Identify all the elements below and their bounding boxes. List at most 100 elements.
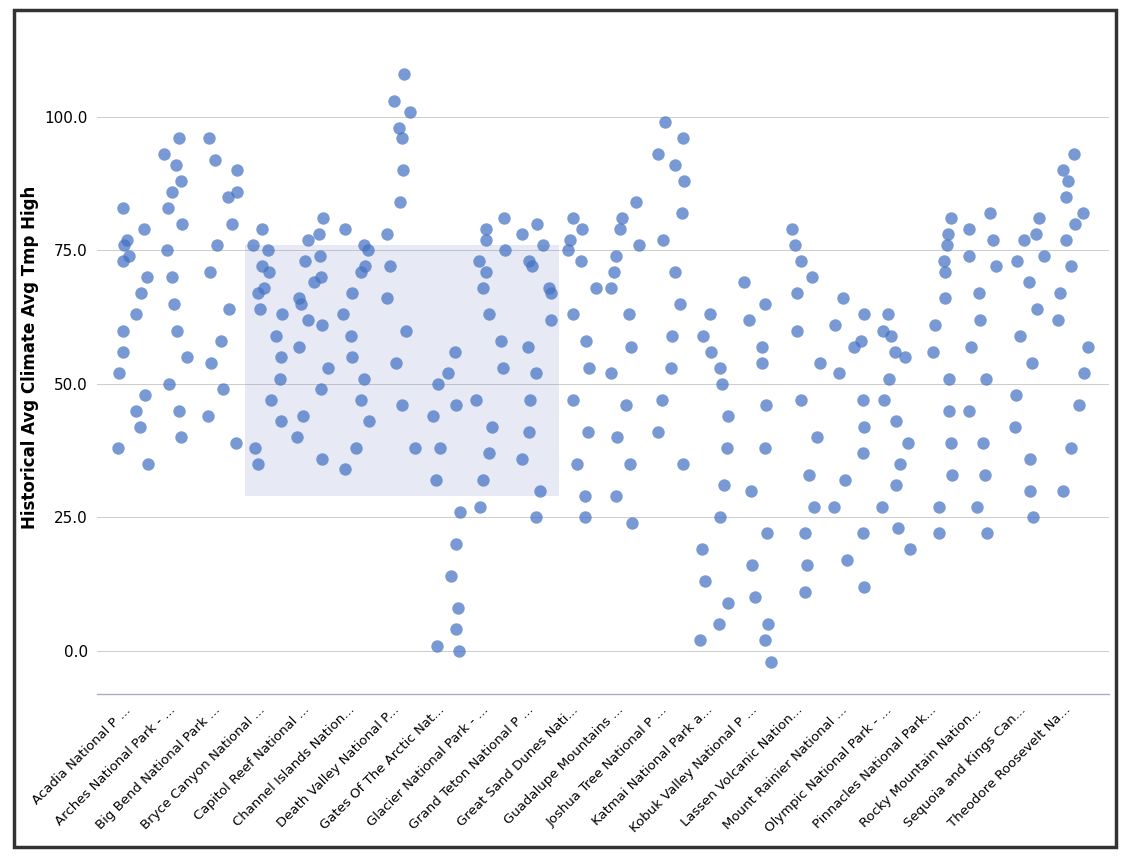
Point — [887, 479, 905, 492]
Point — [312, 270, 330, 284]
Point — [666, 158, 684, 172]
Point — [290, 340, 308, 354]
Point — [521, 425, 539, 439]
Point — [1075, 366, 1093, 380]
Point — [360, 414, 379, 428]
Point — [602, 281, 620, 294]
Point — [838, 553, 857, 567]
Point — [313, 452, 331, 466]
Point — [262, 393, 280, 407]
Point — [984, 233, 1002, 247]
Point — [573, 223, 591, 236]
Point — [228, 185, 246, 199]
Point — [960, 249, 979, 263]
Point — [381, 259, 399, 273]
Point — [901, 543, 919, 556]
Point — [611, 223, 629, 236]
Point — [1007, 388, 1025, 401]
Point — [935, 254, 953, 268]
Point — [425, 409, 443, 423]
Point — [746, 591, 764, 604]
Point — [493, 335, 511, 348]
Point — [810, 356, 828, 370]
Point — [495, 211, 513, 225]
Point — [854, 526, 872, 540]
Point — [467, 393, 485, 407]
Point — [540, 281, 558, 294]
Point — [673, 132, 692, 146]
Point — [971, 313, 989, 327]
Point — [1034, 249, 1052, 263]
Point — [255, 281, 273, 294]
Point — [158, 244, 176, 258]
Point — [608, 431, 626, 444]
Point — [970, 286, 988, 300]
Point — [940, 372, 958, 385]
Point — [825, 500, 843, 514]
Point — [796, 526, 814, 540]
Point — [757, 398, 775, 412]
Point — [938, 238, 956, 252]
Point — [528, 217, 546, 230]
Point — [1010, 329, 1028, 342]
Point — [873, 324, 892, 337]
Point — [719, 409, 737, 423]
Point — [881, 329, 899, 342]
Point — [319, 361, 337, 375]
Point — [165, 297, 183, 311]
Point — [702, 345, 720, 359]
Point — [696, 574, 714, 588]
Point — [1051, 286, 1069, 300]
Point — [564, 393, 582, 407]
Point — [649, 425, 667, 439]
Point — [513, 452, 531, 466]
Point — [1027, 228, 1045, 241]
Point — [513, 228, 531, 241]
Point — [228, 163, 246, 177]
Point — [974, 436, 992, 449]
Point — [627, 195, 645, 209]
Point — [310, 228, 328, 241]
Point — [138, 270, 156, 284]
Point — [336, 223, 354, 236]
Point — [163, 185, 181, 199]
Point — [588, 281, 606, 294]
Point — [172, 431, 190, 444]
Point — [753, 340, 771, 354]
Point — [941, 436, 959, 449]
Point — [1058, 233, 1076, 247]
Point — [113, 324, 131, 337]
Point — [447, 622, 466, 636]
Point — [531, 484, 549, 497]
Point — [388, 356, 406, 370]
Point — [139, 457, 157, 471]
Point — [711, 361, 729, 375]
Point — [249, 457, 267, 471]
Point — [1070, 398, 1088, 412]
Point — [1061, 441, 1079, 455]
Point — [930, 500, 948, 514]
Point — [356, 259, 374, 273]
Point — [762, 655, 780, 669]
Point — [1020, 452, 1038, 466]
Point — [214, 383, 232, 396]
Point — [577, 335, 596, 348]
Point — [473, 473, 492, 487]
Point — [559, 244, 577, 258]
Point — [110, 441, 128, 455]
Point — [442, 569, 460, 583]
Point — [758, 617, 776, 631]
Point — [244, 238, 262, 252]
Point — [480, 447, 498, 461]
Point — [564, 211, 582, 225]
Point — [259, 244, 277, 258]
Point — [736, 276, 754, 289]
Point — [742, 484, 760, 497]
Point — [896, 350, 914, 364]
Point — [377, 228, 395, 241]
Point — [342, 286, 360, 300]
Point — [272, 350, 290, 364]
Point — [445, 345, 463, 359]
Point — [977, 372, 996, 385]
Point — [212, 335, 231, 348]
